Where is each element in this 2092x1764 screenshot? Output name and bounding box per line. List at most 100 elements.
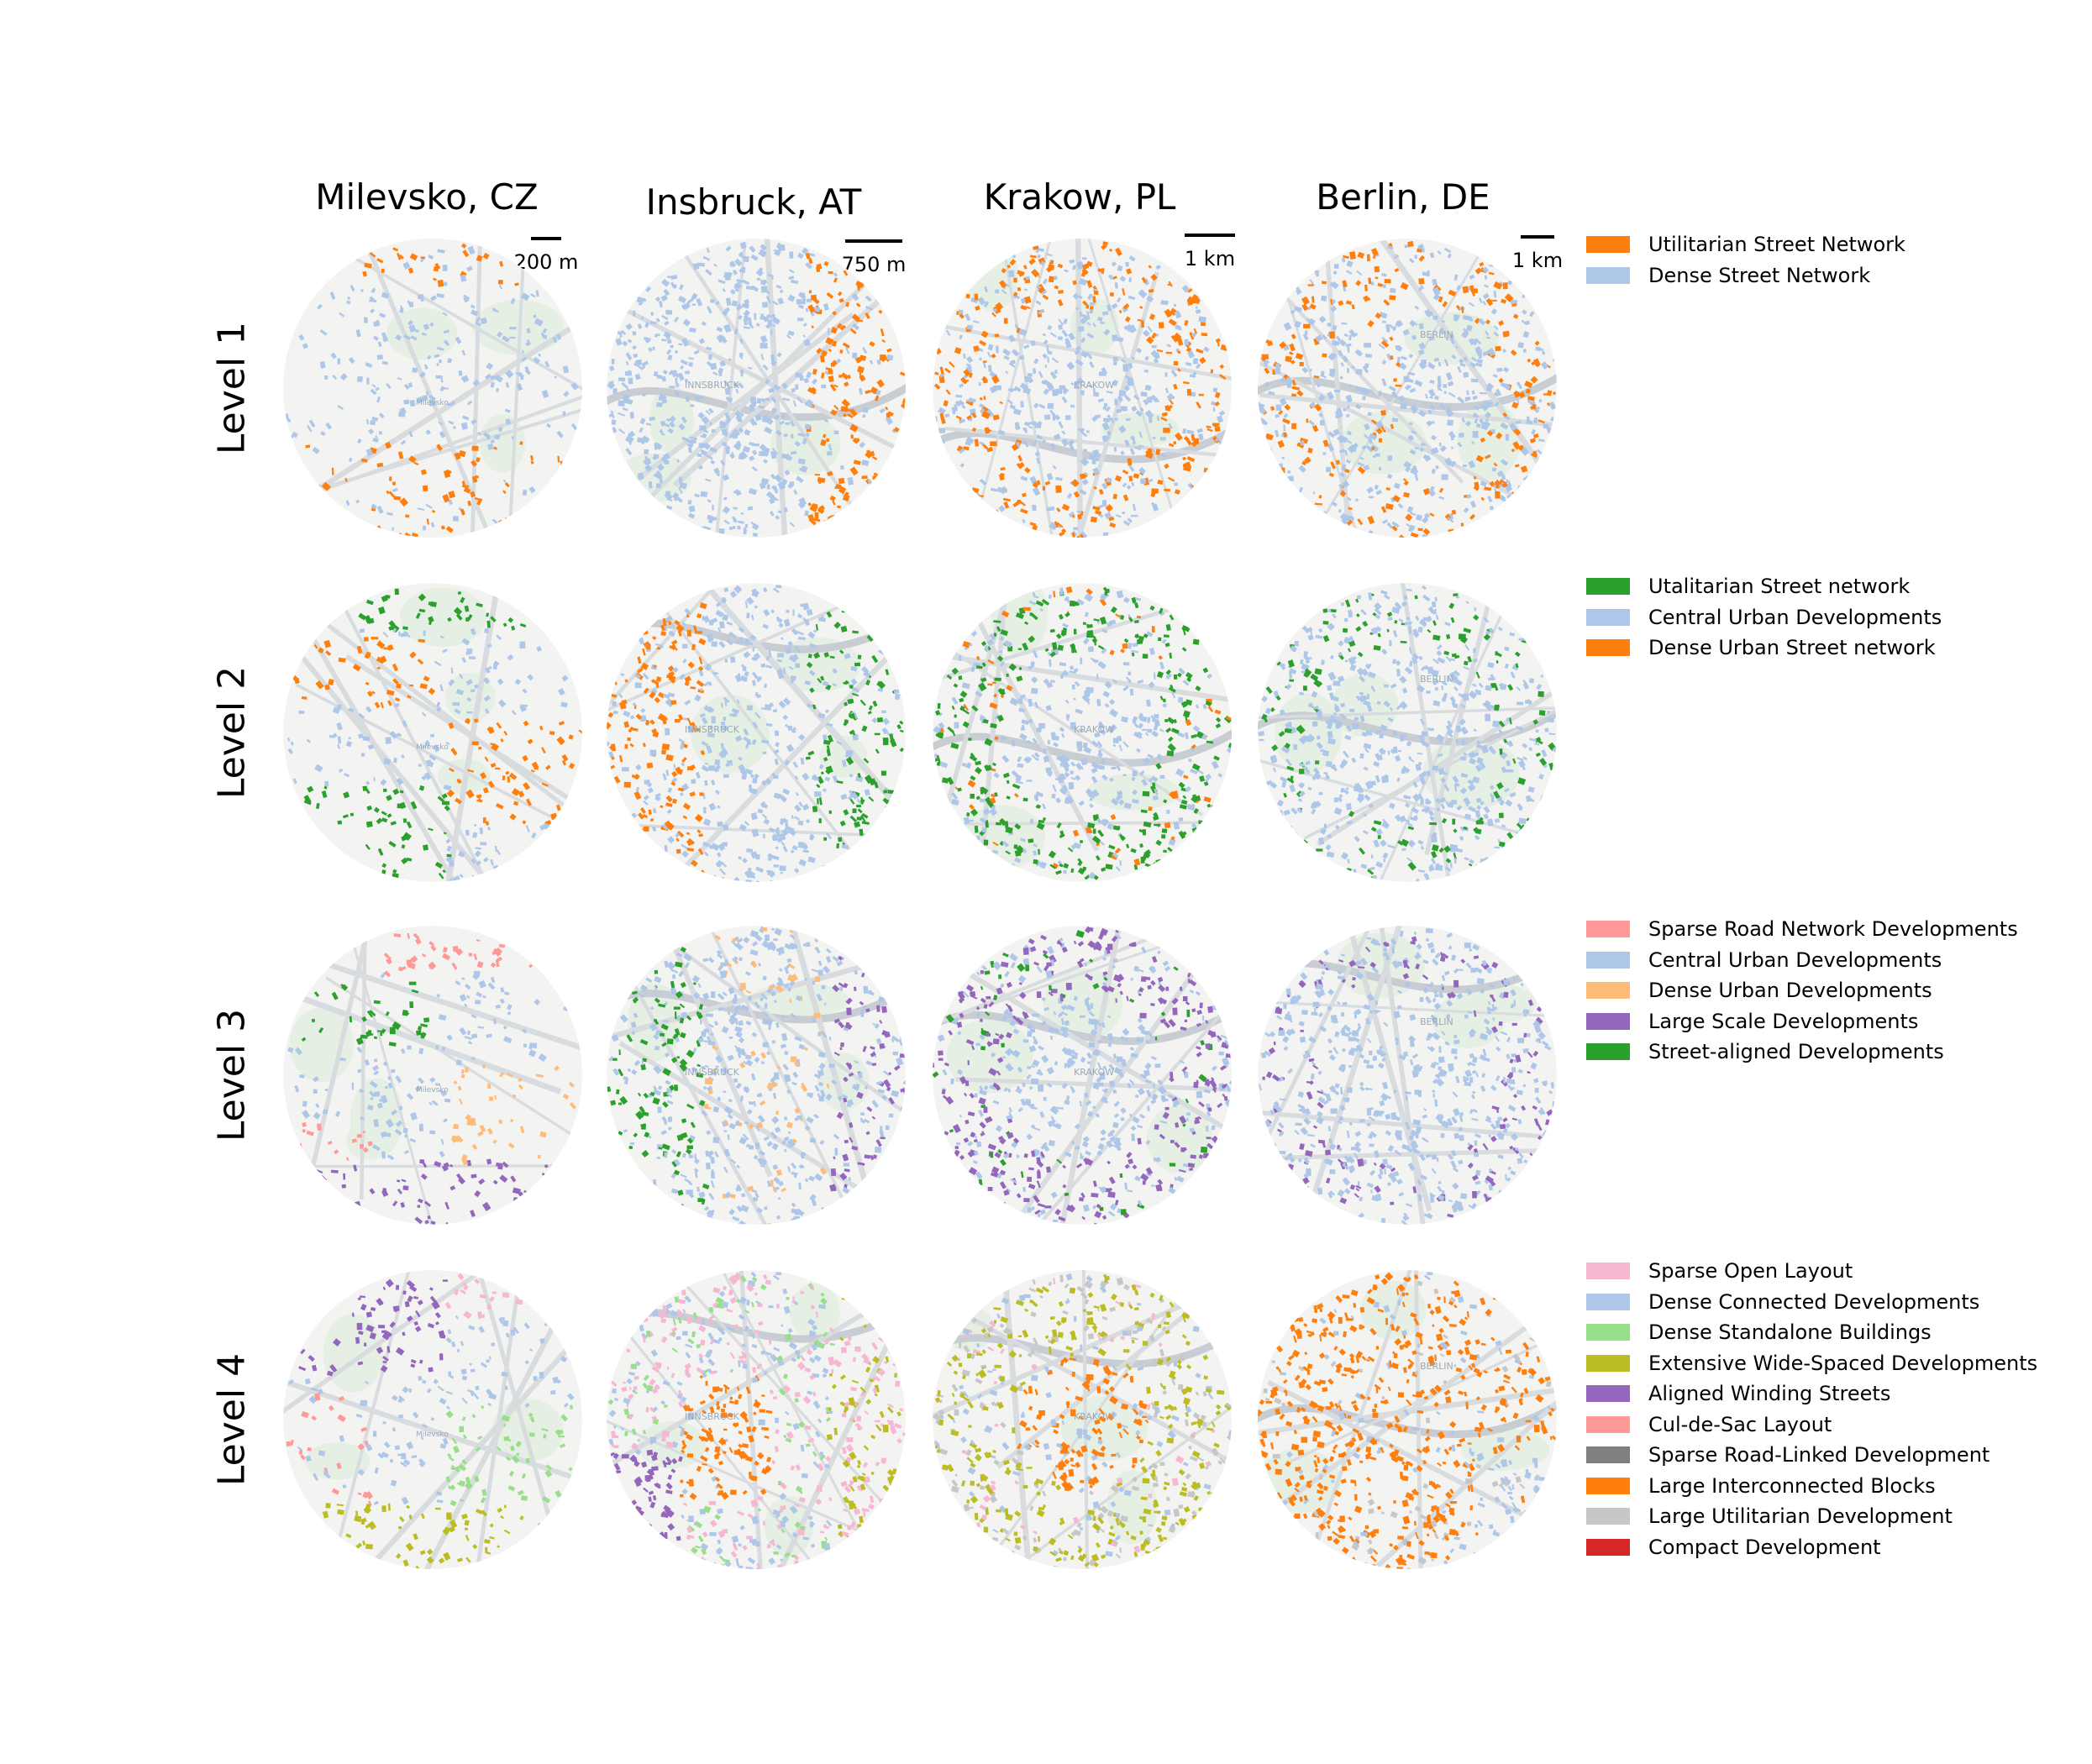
building	[612, 419, 617, 425]
building	[1133, 770, 1138, 776]
building	[687, 766, 693, 770]
building	[678, 344, 682, 346]
place-label: Milevsko	[416, 399, 449, 407]
building	[1162, 828, 1168, 832]
building	[712, 717, 716, 724]
building	[383, 647, 390, 649]
building	[741, 267, 745, 273]
building	[1028, 699, 1033, 706]
building	[448, 403, 453, 407]
level-label: Level 4	[211, 1353, 254, 1486]
building	[1400, 403, 1406, 409]
building	[635, 682, 642, 688]
building	[1173, 441, 1176, 444]
building	[652, 347, 654, 350]
building	[1295, 641, 1299, 646]
building	[1032, 505, 1037, 511]
building	[701, 491, 708, 497]
building	[1539, 710, 1546, 716]
building	[823, 865, 828, 868]
building	[1289, 680, 1294, 682]
building	[1320, 420, 1324, 425]
building	[1535, 464, 1541, 469]
building	[781, 414, 785, 418]
building	[1165, 407, 1169, 411]
building	[1044, 414, 1050, 419]
building	[1141, 321, 1144, 328]
building	[828, 271, 833, 274]
building	[612, 701, 617, 706]
building	[1099, 371, 1106, 376]
building	[722, 614, 728, 621]
building	[739, 353, 744, 357]
building	[444, 1099, 451, 1103]
building	[1214, 427, 1220, 433]
legend-item: Street-aligned Developments	[1586, 1037, 2018, 1068]
building	[1068, 782, 1074, 790]
building	[1461, 523, 1464, 527]
building	[781, 872, 783, 874]
building	[1064, 870, 1067, 874]
building	[1362, 396, 1365, 401]
building	[743, 666, 747, 671]
building	[1285, 356, 1292, 363]
building	[703, 793, 705, 799]
building	[1379, 733, 1384, 738]
building	[370, 420, 376, 425]
building	[686, 396, 689, 402]
building	[642, 363, 644, 369]
building	[1519, 638, 1527, 641]
building	[644, 827, 649, 832]
building	[1033, 859, 1038, 864]
legend: Sparse Open Layout Dense Connected Develo…	[1586, 1256, 2037, 1562]
building	[392, 528, 394, 531]
building	[1283, 424, 1285, 431]
building	[729, 527, 732, 530]
building	[840, 465, 844, 470]
building	[746, 612, 749, 618]
building	[762, 302, 768, 307]
building	[1485, 857, 1488, 860]
building	[1000, 689, 1005, 694]
building	[1072, 685, 1075, 690]
building	[1066, 714, 1070, 718]
building	[1152, 626, 1155, 633]
legend: Utalitarian Street network Central Urban …	[1586, 571, 1942, 664]
building	[673, 285, 677, 289]
building	[1018, 648, 1022, 650]
building	[836, 843, 839, 848]
building	[449, 860, 454, 867]
building	[669, 386, 675, 388]
building	[1418, 528, 1423, 532]
building	[988, 365, 992, 371]
building	[980, 678, 986, 680]
building	[1058, 290, 1064, 294]
building	[740, 370, 744, 374]
building	[636, 360, 643, 366]
building	[1160, 300, 1168, 305]
place-label: INNSBRUCK	[685, 724, 740, 735]
building	[714, 759, 720, 765]
legend: Sparse Road Network Developments Central …	[1586, 914, 2018, 1068]
building	[775, 585, 781, 588]
building	[754, 313, 756, 320]
building	[1148, 806, 1153, 811]
building	[665, 845, 668, 852]
building	[1074, 629, 1077, 635]
building	[404, 1135, 407, 1137]
building	[494, 434, 500, 439]
building	[360, 628, 365, 633]
building	[797, 318, 804, 321]
building	[702, 616, 705, 621]
building	[1326, 467, 1332, 473]
building	[1113, 357, 1118, 361]
building	[819, 818, 822, 823]
place-label: BERLIN	[1420, 329, 1453, 340]
building	[396, 734, 401, 737]
building	[1147, 729, 1152, 733]
building	[423, 631, 426, 636]
building	[749, 442, 754, 445]
building	[1038, 723, 1045, 728]
building	[1119, 390, 1127, 396]
building	[1148, 417, 1152, 423]
